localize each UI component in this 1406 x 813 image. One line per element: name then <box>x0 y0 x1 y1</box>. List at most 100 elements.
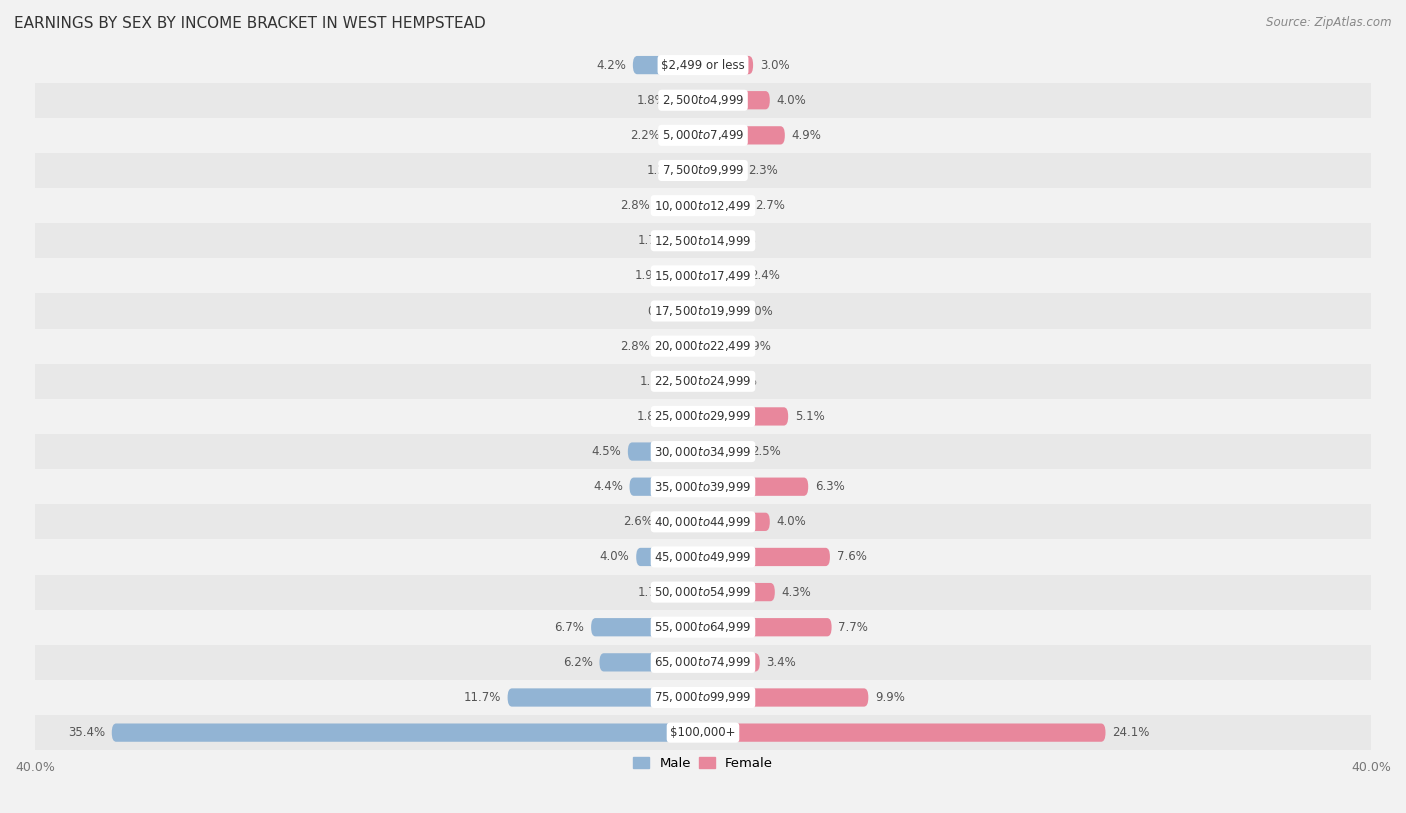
FancyBboxPatch shape <box>703 477 808 496</box>
FancyBboxPatch shape <box>703 618 831 637</box>
FancyBboxPatch shape <box>633 56 703 74</box>
FancyBboxPatch shape <box>636 548 703 566</box>
Text: $2,500 to $4,999: $2,500 to $4,999 <box>662 93 744 107</box>
FancyBboxPatch shape <box>690 302 703 320</box>
Text: $10,000 to $12,499: $10,000 to $12,499 <box>654 198 752 213</box>
FancyBboxPatch shape <box>671 267 703 285</box>
FancyBboxPatch shape <box>703 689 869 706</box>
Text: $2,499 or less: $2,499 or less <box>661 59 745 72</box>
Text: $5,000 to $7,499: $5,000 to $7,499 <box>662 128 744 142</box>
FancyBboxPatch shape <box>703 302 737 320</box>
Bar <box>35 293 1371 328</box>
Text: 4.5%: 4.5% <box>592 445 621 458</box>
FancyBboxPatch shape <box>703 513 770 531</box>
Text: 24.1%: 24.1% <box>1112 726 1150 739</box>
Text: 6.2%: 6.2% <box>562 656 593 669</box>
Text: 6.7%: 6.7% <box>554 621 585 633</box>
Bar <box>35 328 1371 363</box>
Text: $40,000 to $44,999: $40,000 to $44,999 <box>654 515 752 528</box>
Text: 2.3%: 2.3% <box>748 164 778 177</box>
Text: 3.0%: 3.0% <box>759 59 789 72</box>
Bar <box>35 469 1371 504</box>
Text: 4.2%: 4.2% <box>596 59 626 72</box>
FancyBboxPatch shape <box>703 442 745 461</box>
FancyBboxPatch shape <box>675 232 703 250</box>
Text: 4.3%: 4.3% <box>782 585 811 598</box>
Text: 1.8%: 1.8% <box>637 93 666 107</box>
Bar <box>35 680 1371 715</box>
Text: $65,000 to $74,999: $65,000 to $74,999 <box>654 655 752 669</box>
FancyBboxPatch shape <box>703 407 789 425</box>
Text: 4.0%: 4.0% <box>776 93 806 107</box>
Bar <box>35 47 1371 83</box>
Text: 1.7%: 1.7% <box>638 234 668 247</box>
Text: $12,500 to $14,999: $12,500 to $14,999 <box>654 234 752 248</box>
Text: $50,000 to $54,999: $50,000 to $54,999 <box>654 585 752 599</box>
Text: 35.4%: 35.4% <box>67 726 105 739</box>
Text: $15,000 to $17,499: $15,000 to $17,499 <box>654 269 752 283</box>
Text: 1.1%: 1.1% <box>728 375 758 388</box>
Text: 7.7%: 7.7% <box>838 621 868 633</box>
Bar <box>35 645 1371 680</box>
Text: $55,000 to $64,999: $55,000 to $64,999 <box>654 620 752 634</box>
Bar <box>35 715 1371 750</box>
Text: 5.1%: 5.1% <box>794 410 824 423</box>
Text: 1.0%: 1.0% <box>727 234 756 247</box>
Bar <box>35 399 1371 434</box>
Text: 2.5%: 2.5% <box>751 445 782 458</box>
Bar <box>35 504 1371 539</box>
Legend: Male, Female: Male, Female <box>627 752 779 776</box>
Text: 4.0%: 4.0% <box>600 550 630 563</box>
Text: Source: ZipAtlas.com: Source: ZipAtlas.com <box>1267 16 1392 29</box>
FancyBboxPatch shape <box>703 232 720 250</box>
FancyBboxPatch shape <box>675 583 703 602</box>
FancyBboxPatch shape <box>703 583 775 602</box>
Text: 1.6%: 1.6% <box>640 375 669 388</box>
Text: 2.0%: 2.0% <box>744 305 773 318</box>
Bar <box>35 259 1371 293</box>
Text: 4.4%: 4.4% <box>593 480 623 493</box>
FancyBboxPatch shape <box>659 513 703 531</box>
Text: $30,000 to $34,999: $30,000 to $34,999 <box>654 445 752 459</box>
FancyBboxPatch shape <box>703 653 759 672</box>
Text: $17,500 to $19,999: $17,500 to $19,999 <box>654 304 752 318</box>
FancyBboxPatch shape <box>591 618 703 637</box>
FancyBboxPatch shape <box>657 337 703 355</box>
Text: 1.7%: 1.7% <box>638 585 668 598</box>
Text: 2.6%: 2.6% <box>623 515 652 528</box>
Bar <box>35 188 1371 224</box>
Text: 2.8%: 2.8% <box>620 340 650 353</box>
Bar <box>35 434 1371 469</box>
Bar <box>35 153 1371 188</box>
Text: $20,000 to $22,499: $20,000 to $22,499 <box>654 339 752 353</box>
Text: 7.6%: 7.6% <box>837 550 866 563</box>
FancyBboxPatch shape <box>599 653 703 672</box>
FancyBboxPatch shape <box>703 126 785 145</box>
Bar <box>35 363 1371 399</box>
Text: $25,000 to $29,999: $25,000 to $29,999 <box>654 410 752 424</box>
FancyBboxPatch shape <box>703 197 748 215</box>
FancyBboxPatch shape <box>703 372 721 390</box>
FancyBboxPatch shape <box>630 477 703 496</box>
Text: 2.2%: 2.2% <box>630 128 659 141</box>
Text: 1.2%: 1.2% <box>647 164 676 177</box>
Bar <box>35 118 1371 153</box>
Text: 2.7%: 2.7% <box>755 199 785 212</box>
FancyBboxPatch shape <box>683 161 703 180</box>
Text: 3.4%: 3.4% <box>766 656 796 669</box>
Text: 6.3%: 6.3% <box>815 480 845 493</box>
FancyBboxPatch shape <box>111 724 703 741</box>
Text: 9.9%: 9.9% <box>875 691 905 704</box>
FancyBboxPatch shape <box>703 724 1105 741</box>
FancyBboxPatch shape <box>508 689 703 706</box>
FancyBboxPatch shape <box>657 197 703 215</box>
FancyBboxPatch shape <box>666 126 703 145</box>
Bar <box>35 83 1371 118</box>
Text: EARNINGS BY SEX BY INCOME BRACKET IN WEST HEMPSTEAD: EARNINGS BY SEX BY INCOME BRACKET IN WES… <box>14 16 486 31</box>
FancyBboxPatch shape <box>703 548 830 566</box>
Text: 11.7%: 11.7% <box>464 691 501 704</box>
Bar <box>35 224 1371 259</box>
Text: 0.72%: 0.72% <box>647 305 685 318</box>
Text: 4.9%: 4.9% <box>792 128 821 141</box>
Text: 1.9%: 1.9% <box>634 269 665 282</box>
